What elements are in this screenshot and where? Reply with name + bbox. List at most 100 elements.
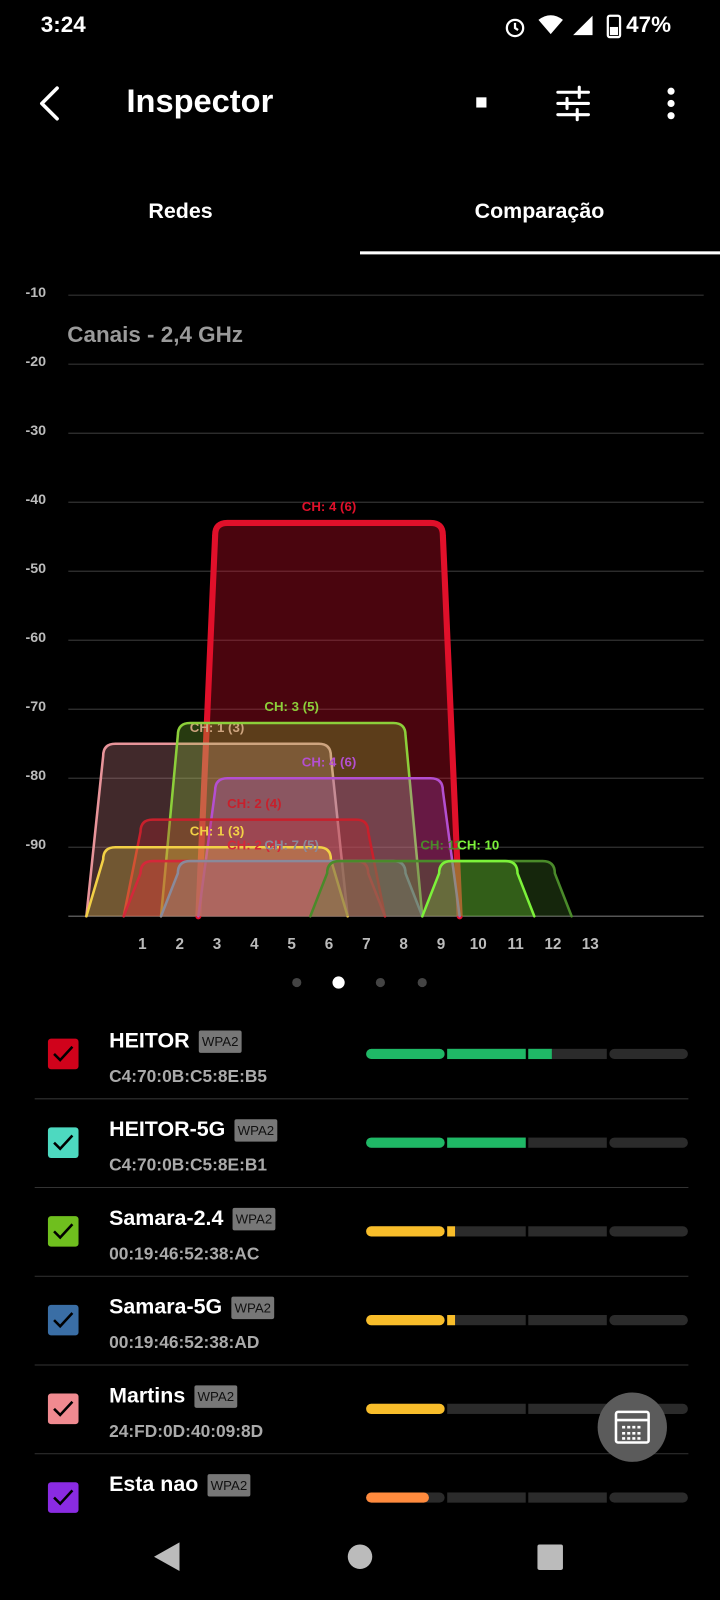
x-tick-label: 11 xyxy=(508,936,525,953)
network-name: Esta nao xyxy=(109,1472,198,1496)
security-badge xyxy=(234,1119,278,1142)
checkbox[interactable] xyxy=(47,1393,79,1425)
security-badge xyxy=(198,1030,242,1053)
fab[interactable] xyxy=(597,1392,667,1462)
security-badge xyxy=(194,1385,238,1408)
stop-button[interactable] xyxy=(476,97,487,108)
checkmark xyxy=(53,1045,74,1062)
channel-label: CH: 7 (5) xyxy=(264,837,318,852)
signal-track xyxy=(447,1403,526,1414)
signal-fill xyxy=(447,1315,456,1326)
checkmark xyxy=(53,1400,74,1417)
signal-track xyxy=(609,1492,688,1503)
signal-track xyxy=(528,1048,607,1060)
filter-button[interactable] xyxy=(556,85,590,122)
channel-label: CH: 2 (4) xyxy=(227,796,281,811)
channel-chart: Canais - 2,4 GHz -10 -20 -30 -40 -50 -60 -70 -80… xyxy=(25,285,704,953)
status-icons xyxy=(505,14,622,39)
signal-track xyxy=(528,1492,607,1503)
channel-label: CH: 10 xyxy=(457,837,499,852)
signal-track xyxy=(447,1315,526,1326)
x-tick-label: 9 xyxy=(437,936,446,953)
channel-label: CH: 4 (6) xyxy=(302,499,356,514)
checkmark xyxy=(53,1223,74,1240)
y-tick-label: -20 xyxy=(25,354,46,370)
signal-fill xyxy=(447,1226,456,1237)
network-name: Martins xyxy=(109,1383,185,1407)
channel-shape xyxy=(195,519,463,920)
security-label: WPA2 xyxy=(198,1389,235,1404)
channel-label: CH: 2 (4) xyxy=(227,837,281,852)
checkbox[interactable] xyxy=(47,1482,79,1513)
checkmark xyxy=(53,1312,74,1329)
network-name: Samara-5G xyxy=(109,1295,222,1319)
signal-track xyxy=(609,1315,688,1326)
channel-label: CH: 11 xyxy=(420,837,461,852)
channel-shape xyxy=(309,859,573,918)
security-badge xyxy=(232,1207,276,1231)
tab[interactable]: Redes xyxy=(148,199,212,223)
y-tick-label: -70 xyxy=(25,699,46,715)
network-name: Samara-2.4 xyxy=(109,1206,223,1230)
security-label: WPA2 xyxy=(236,1212,273,1227)
x-tick-label: 2 xyxy=(175,936,184,953)
x-tick-label: 12 xyxy=(544,936,561,953)
security-label: WPA2 xyxy=(211,1478,248,1493)
signal-fill xyxy=(366,1226,445,1237)
checkbox[interactable] xyxy=(47,1127,79,1158)
security-label: WPA2 xyxy=(238,1123,275,1138)
channel-shape xyxy=(159,859,424,918)
checkbox[interactable] xyxy=(47,1304,79,1336)
x-tick-label: 4 xyxy=(250,936,259,953)
y-tick-label: -80 xyxy=(25,768,46,784)
signal-fill xyxy=(366,1492,429,1503)
y-tick-label: -90 xyxy=(25,837,46,853)
back-button[interactable] xyxy=(40,86,59,121)
channel-label: CH: 4 (6) xyxy=(302,754,356,769)
x-tick-label: 3 xyxy=(213,936,222,953)
signal-track xyxy=(447,1226,526,1237)
nav-recents[interactable] xyxy=(537,1544,563,1570)
channel-shape xyxy=(85,845,349,918)
signal-track xyxy=(609,1226,688,1237)
security-badge xyxy=(207,1474,251,1497)
app-title: Inspector xyxy=(126,82,273,119)
tab-selected[interactable]: Comparação xyxy=(475,199,605,223)
signal-track xyxy=(528,1403,607,1414)
checkbox[interactable] xyxy=(47,1038,79,1070)
mac-address: 24:FD:0D:40:09:8D xyxy=(109,1421,263,1441)
y-tick-label: -50 xyxy=(25,561,46,577)
signal-track xyxy=(528,1315,607,1326)
mac-address: C4:70:0B:C5:8E:B1 xyxy=(109,1155,267,1175)
signal-fill xyxy=(366,1137,445,1148)
mac-address: 00:19:46:52:38:AC xyxy=(109,1243,260,1263)
signal-fill xyxy=(447,1048,526,1060)
y-tick-label: -30 xyxy=(25,423,46,439)
x-tick-label: 5 xyxy=(287,936,296,953)
signal-track xyxy=(528,1137,607,1148)
x-tick-label: 6 xyxy=(325,936,334,953)
mac-address: 00:19:46:52:38:AD xyxy=(109,1332,259,1352)
page-indicator xyxy=(292,976,427,989)
x-tick-label: 8 xyxy=(399,936,408,953)
security-label: WPA2 xyxy=(234,1300,271,1315)
chart-title: Canais - 2,4 GHz xyxy=(67,322,243,347)
mac-address: C4:70:0B:C5:8E:B5 xyxy=(109,1066,267,1086)
signal-fill xyxy=(447,1137,526,1148)
signal-track xyxy=(609,1048,688,1060)
x-tick-label: 1 xyxy=(138,936,147,953)
network-name: HEITOR xyxy=(109,1028,190,1052)
checkbox[interactable] xyxy=(47,1216,79,1247)
channel-label: CH: 1 (3) xyxy=(190,823,244,838)
menu-button[interactable] xyxy=(667,87,675,120)
security-label: WPA2 xyxy=(202,1034,239,1049)
checkmark xyxy=(53,1489,74,1506)
signal-fill xyxy=(528,1048,552,1060)
status-battery: 47% xyxy=(626,12,671,37)
nav-back[interactable] xyxy=(153,1542,180,1571)
channel-shape xyxy=(421,859,536,918)
nav-home[interactable] xyxy=(347,1544,373,1569)
signal-fill xyxy=(366,1048,445,1060)
